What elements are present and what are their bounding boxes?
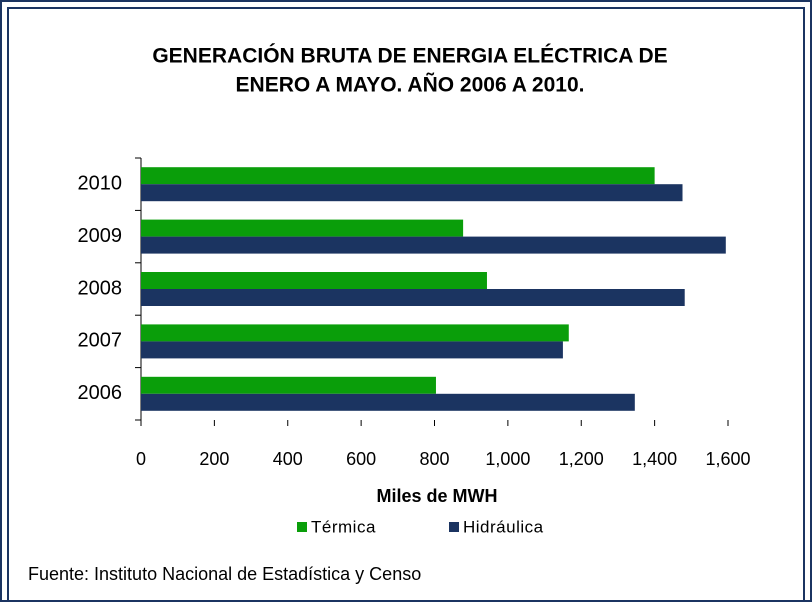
bar	[141, 324, 569, 342]
bar	[141, 289, 685, 306]
y-tick-label: 2010	[78, 172, 123, 194]
source-note: Fuente: Instituto Nacional de Estadístic…	[28, 564, 421, 584]
legend-label: Térmica	[311, 517, 376, 536]
bar	[141, 236, 726, 254]
bar	[141, 341, 563, 359]
x-tick-label: 0	[136, 449, 146, 469]
bar	[141, 184, 683, 202]
x-tick-label: 600	[346, 449, 376, 469]
chart-title: GENERACIÓN BRUTA DE ENERGIA ELÉCTRICA DE	[152, 44, 667, 68]
y-tick-label: 2006	[78, 382, 123, 404]
chart-title: ENERO A MAYO. AÑO 2006 A 2010.	[236, 74, 585, 97]
bar	[141, 219, 464, 237]
x-tick-label: 1,600	[705, 449, 750, 469]
bar	[141, 272, 487, 289]
x-tick-label: 1,000	[485, 449, 530, 469]
bar	[141, 167, 655, 185]
legend-label: Hidráulica	[463, 517, 544, 536]
x-tick-label: 400	[273, 449, 303, 469]
x-tick-label: 1,200	[559, 449, 604, 469]
y-tick-label: 2007	[78, 330, 123, 352]
x-tick-label: 200	[199, 449, 229, 469]
y-tick-label: 2009	[78, 225, 123, 247]
y-tick-label: 2008	[78, 277, 123, 299]
axis-title: Miles de MWH	[376, 486, 497, 506]
bar	[141, 376, 436, 394]
x-tick-label: 1,400	[632, 449, 677, 469]
inner-frame	[7, 7, 805, 602]
legend-swatch	[297, 522, 307, 532]
x-tick-label: 800	[419, 449, 449, 469]
legend-swatch	[449, 522, 459, 532]
bar	[141, 393, 635, 411]
